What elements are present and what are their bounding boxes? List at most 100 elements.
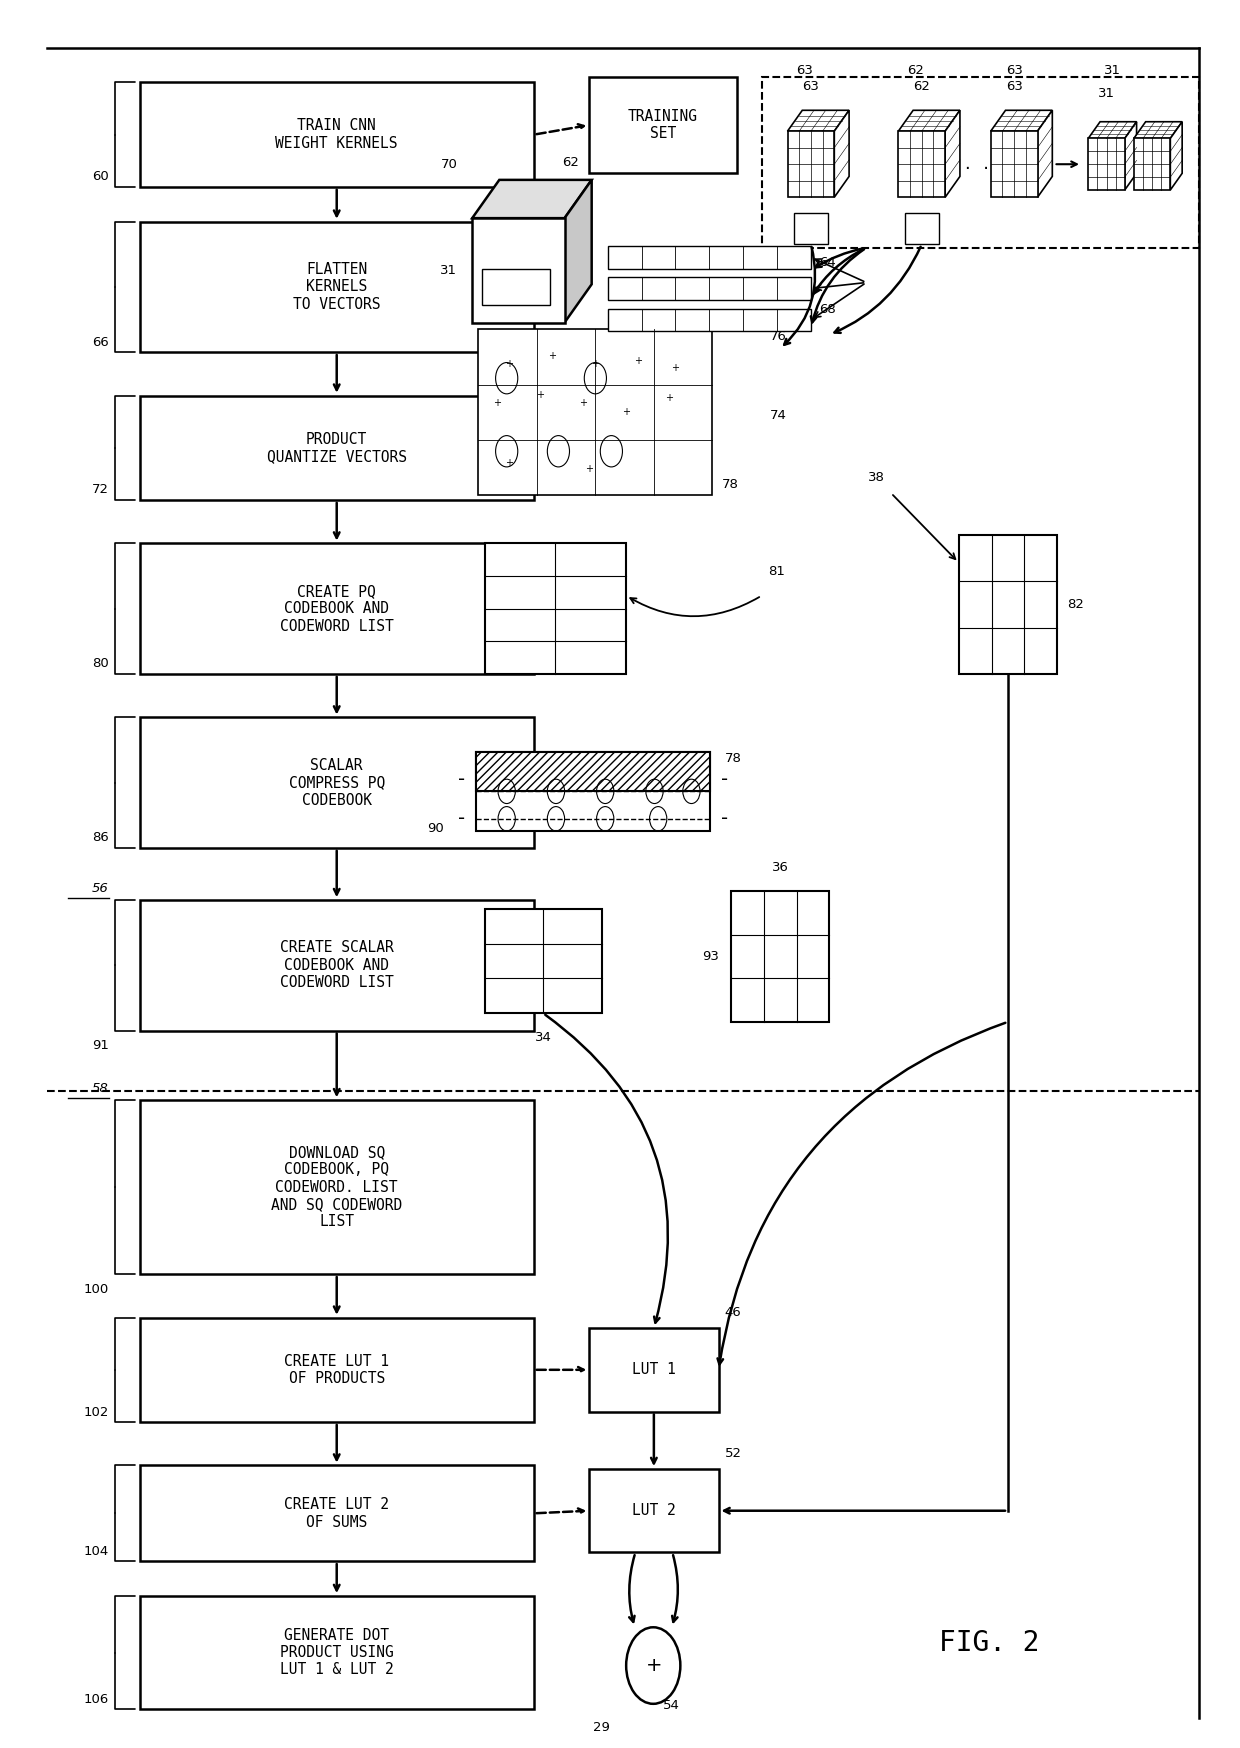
FancyBboxPatch shape [787, 131, 835, 198]
Text: . . .: . . . [945, 157, 991, 171]
FancyBboxPatch shape [140, 1596, 533, 1710]
FancyBboxPatch shape [730, 891, 830, 1023]
Text: 78: 78 [724, 752, 742, 766]
FancyBboxPatch shape [140, 1099, 533, 1274]
Text: +: + [505, 458, 513, 468]
Text: +: + [585, 463, 593, 474]
Text: -: - [722, 771, 728, 788]
Text: +: + [591, 360, 599, 369]
Text: 46: 46 [724, 1306, 742, 1320]
Text: 72: 72 [92, 484, 109, 496]
FancyBboxPatch shape [485, 909, 601, 1014]
Text: 62: 62 [908, 65, 924, 77]
Text: 102: 102 [83, 1405, 109, 1419]
Text: 54: 54 [663, 1699, 680, 1711]
Text: +: + [635, 357, 642, 365]
Text: +: + [492, 399, 501, 409]
Polygon shape [1089, 122, 1137, 138]
Text: +: + [671, 364, 680, 372]
Text: LUT 2: LUT 2 [632, 1503, 676, 1519]
Text: 106: 106 [83, 1692, 109, 1706]
Text: 93: 93 [702, 951, 718, 963]
Text: +: + [666, 393, 673, 404]
FancyBboxPatch shape [904, 213, 939, 245]
Text: CREATE SCALAR
CODEBOOK AND
CODEWORD LIST: CREATE SCALAR CODEBOOK AND CODEWORD LIST [280, 940, 393, 989]
Text: 81: 81 [768, 565, 785, 579]
Text: 31: 31 [1104, 65, 1121, 77]
Text: 64: 64 [820, 255, 836, 269]
FancyBboxPatch shape [140, 717, 533, 848]
Text: 74: 74 [769, 409, 786, 421]
Text: DOWNLOAD SQ
CODEBOOK, PQ
CODEWORD. LIST
AND SQ CODEWORD
LIST: DOWNLOAD SQ CODEBOOK, PQ CODEWORD. LIST … [272, 1145, 402, 1229]
Polygon shape [1125, 122, 1137, 191]
FancyBboxPatch shape [485, 544, 626, 675]
FancyBboxPatch shape [589, 77, 737, 173]
FancyBboxPatch shape [140, 395, 533, 500]
Text: -: - [458, 809, 465, 829]
Polygon shape [564, 180, 591, 323]
Text: 38: 38 [868, 472, 885, 484]
Polygon shape [1133, 122, 1182, 138]
FancyBboxPatch shape [479, 329, 712, 495]
Text: 62: 62 [563, 156, 579, 170]
Text: 63: 63 [802, 80, 820, 93]
Text: 86: 86 [92, 832, 109, 844]
Text: +: + [579, 399, 587, 409]
Text: $+$: $+$ [645, 1655, 661, 1675]
FancyBboxPatch shape [140, 1465, 533, 1561]
Polygon shape [1171, 122, 1182, 191]
Text: 90: 90 [427, 822, 444, 836]
Polygon shape [787, 110, 849, 131]
Text: 63: 63 [1006, 65, 1023, 77]
Polygon shape [835, 110, 849, 198]
Polygon shape [898, 110, 960, 131]
FancyBboxPatch shape [608, 278, 811, 301]
Text: 78: 78 [722, 479, 739, 491]
Text: +: + [622, 407, 630, 418]
FancyBboxPatch shape [1089, 138, 1125, 191]
Text: 70: 70 [440, 157, 458, 171]
Text: 91: 91 [92, 1040, 109, 1052]
Polygon shape [945, 110, 960, 198]
Text: 100: 100 [83, 1283, 109, 1295]
Text: 58: 58 [92, 1082, 109, 1094]
FancyBboxPatch shape [472, 218, 564, 323]
Text: CREATE LUT 1
OF PRODUCTS: CREATE LUT 1 OF PRODUCTS [284, 1353, 389, 1386]
Text: FLATTEN
KERNELS
TO VECTORS: FLATTEN KERNELS TO VECTORS [293, 262, 381, 311]
Text: 60: 60 [92, 170, 109, 184]
Text: +: + [536, 390, 544, 400]
Polygon shape [1038, 110, 1053, 198]
Text: +: + [505, 360, 513, 369]
FancyBboxPatch shape [589, 1328, 718, 1412]
Text: CREATE LUT 2
OF SUMS: CREATE LUT 2 OF SUMS [284, 1496, 389, 1530]
FancyBboxPatch shape [140, 222, 533, 351]
Text: LUT 1: LUT 1 [632, 1362, 676, 1377]
Text: 36: 36 [771, 862, 789, 874]
Text: 62: 62 [914, 80, 930, 93]
Text: -: - [722, 809, 728, 829]
FancyBboxPatch shape [589, 1468, 718, 1552]
Text: 76: 76 [769, 330, 786, 343]
FancyBboxPatch shape [898, 131, 945, 198]
FancyBboxPatch shape [794, 213, 828, 245]
Text: 52: 52 [724, 1447, 742, 1460]
FancyBboxPatch shape [476, 752, 711, 830]
Text: +: + [548, 351, 557, 360]
Text: TRAINING
SET: TRAINING SET [629, 108, 698, 142]
FancyBboxPatch shape [761, 77, 1199, 248]
FancyBboxPatch shape [482, 269, 549, 306]
Text: -: - [458, 771, 465, 788]
Text: GENERATE DOT
PRODUCT USING
LUT 1 & LUT 2: GENERATE DOT PRODUCT USING LUT 1 & LUT 2 [280, 1627, 393, 1678]
FancyBboxPatch shape [140, 900, 533, 1031]
FancyBboxPatch shape [991, 131, 1038, 198]
Text: SCALAR
COMPRESS PQ
CODEBOOK: SCALAR COMPRESS PQ CODEBOOK [289, 759, 384, 808]
FancyBboxPatch shape [959, 535, 1058, 675]
Text: 34: 34 [534, 1031, 552, 1044]
Text: 31: 31 [1097, 87, 1115, 100]
Text: 68: 68 [820, 302, 836, 316]
FancyBboxPatch shape [140, 82, 533, 187]
Text: TRAIN CNN
WEIGHT KERNELS: TRAIN CNN WEIGHT KERNELS [275, 119, 398, 150]
Text: 66: 66 [92, 336, 109, 348]
FancyBboxPatch shape [140, 1318, 533, 1421]
Text: FIG. 2: FIG. 2 [939, 1629, 1040, 1657]
